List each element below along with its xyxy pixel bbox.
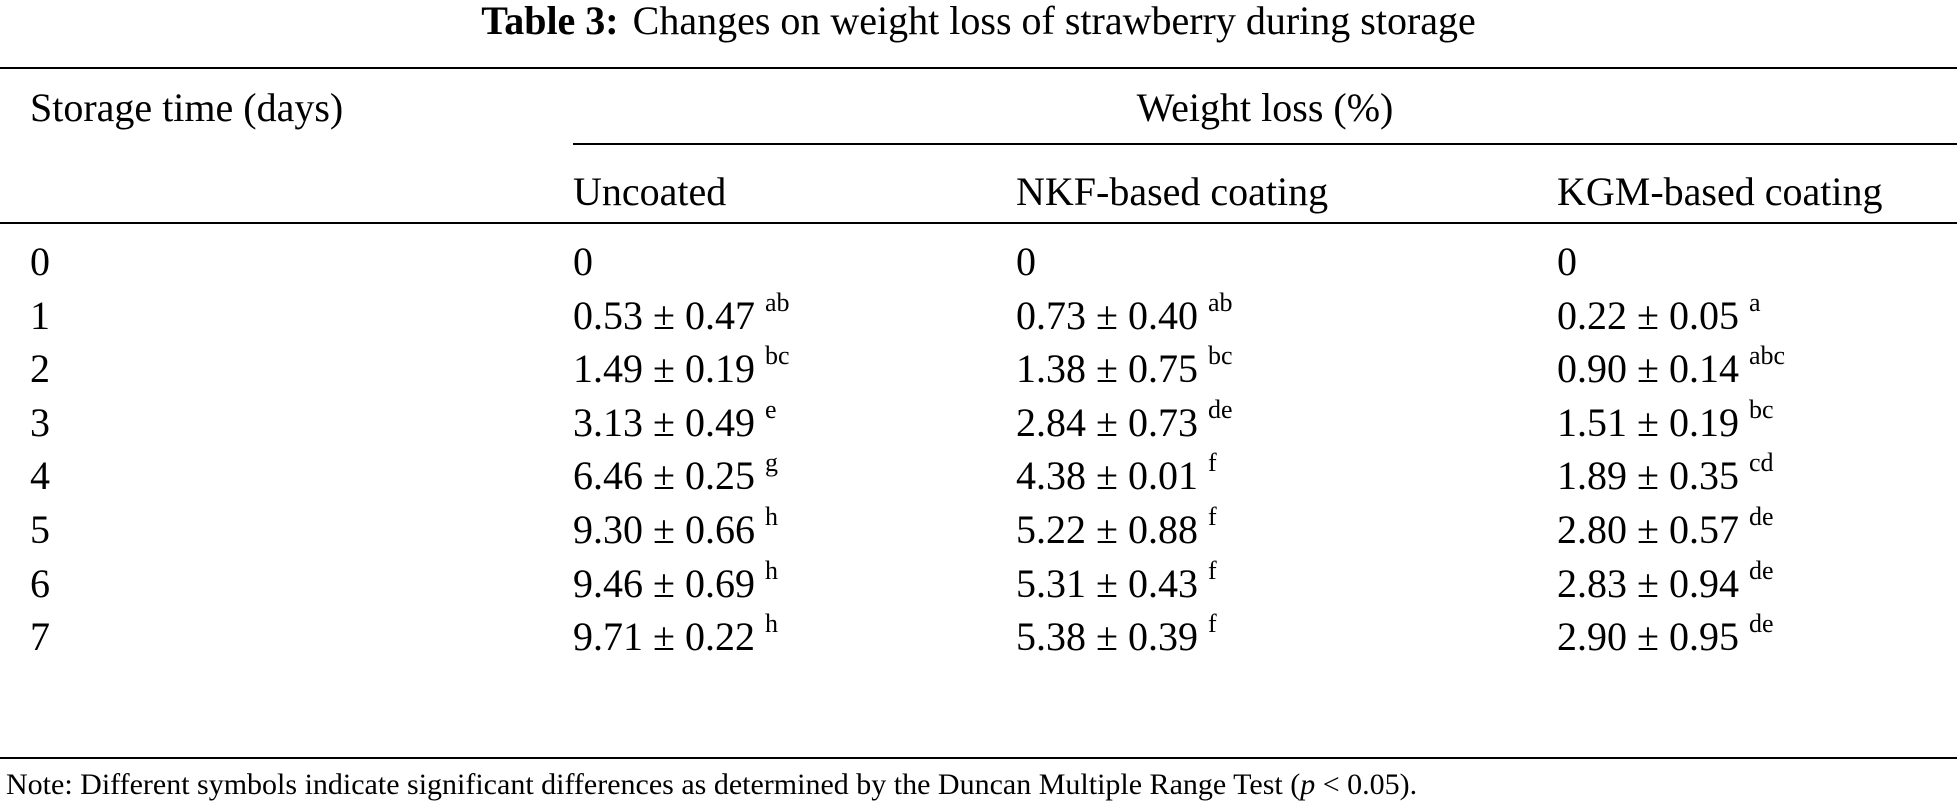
table-title: Changes on weight loss of strawberry dur… (632, 0, 1476, 43)
weight-loss-value: 1.49 ± 0.19 (573, 346, 755, 391)
significance-letter: g (764, 448, 778, 477)
significance-letter: ab (764, 288, 790, 317)
weight-loss-cell-nkf-coating: 5.22 ± 0.88 f (1016, 502, 1217, 557)
significance-letter: de (1207, 395, 1233, 424)
weight-loss-cell-kgm-coating: 1.89 ± 0.35 cd (1557, 448, 1774, 503)
storage-day-cell: 5 (30, 507, 50, 552)
storage-day-cell: 6 (30, 561, 50, 606)
significance-letter: h (764, 609, 778, 638)
weight-loss-value: 2.80 ± 0.57 (1557, 507, 1739, 552)
table-note: Note: Different symbols indicate signifi… (6, 768, 1417, 802)
weight-loss-cell-kgm-coating: 0 (1557, 240, 1577, 284)
significance-letter: h (764, 556, 778, 585)
significance-letter: f (1207, 556, 1217, 585)
weight-loss-value: 0.53 ± 0.47 (573, 293, 755, 338)
weight-loss-cell-nkf-coating: 1.38 ± 0.75 bc (1016, 341, 1233, 396)
significance-letter: a (1748, 288, 1761, 317)
weight-loss-cell-kgm-coating: 1.51 ± 0.19 bc (1557, 395, 1774, 450)
weight-loss-value: 6.46 ± 0.25 (573, 453, 755, 498)
weight-loss-value: 4.38 ± 0.01 (1016, 453, 1198, 498)
weight-loss-cell-kgm-coating: 0.22 ± 0.05 a (1557, 288, 1761, 343)
weight-loss-value: 9.71 ± 0.22 (573, 614, 755, 659)
weight-loss-cell-uncoated: 0.53 ± 0.47 ab (573, 288, 790, 343)
weight-loss-value: 0 (1557, 239, 1577, 284)
weight-loss-value: 5.22 ± 0.88 (1016, 507, 1198, 552)
group-header-rule (573, 143, 1957, 145)
weight-loss-cell-nkf-coating: 5.31 ± 0.43 f (1016, 556, 1217, 611)
significance-letter: h (764, 502, 778, 531)
weight-loss-value: 3.13 ± 0.49 (573, 400, 755, 445)
weight-loss-cell-uncoated: 1.49 ± 0.19 bc (573, 341, 790, 396)
weight-loss-value: 0.73 ± 0.40 (1016, 293, 1198, 338)
significance-letter: f (1207, 448, 1217, 477)
weight-loss-cell-uncoated: 9.71 ± 0.22 h (573, 609, 778, 664)
weight-loss-value: 2.90 ± 0.95 (1557, 614, 1739, 659)
significance-letter: de (1748, 502, 1774, 531)
weight-loss-cell-kgm-coating: 2.83 ± 0.94 de (1557, 556, 1774, 611)
weight-loss-cell-nkf-coating: 2.84 ± 0.73 de (1016, 395, 1233, 450)
weight-loss-cell-kgm-coating: 2.80 ± 0.57 de (1557, 502, 1774, 557)
weight-loss-cell-uncoated: 0 (573, 240, 593, 284)
weight-loss-cell-kgm-coating: 0.90 ± 0.14 abc (1557, 341, 1785, 396)
weight-loss-cell-kgm-coating: 2.90 ± 0.95 de (1557, 609, 1774, 664)
row-header-storage-time: Storage time (days) (30, 85, 344, 130)
weight-loss-cell-uncoated: 6.46 ± 0.25 g (573, 448, 778, 503)
table-label: Table 3: (481, 0, 619, 43)
weight-loss-value: 2.84 ± 0.73 (1016, 400, 1198, 445)
header-rule (0, 222, 1957, 224)
weight-loss-cell-uncoated: 9.46 ± 0.69 h (573, 556, 778, 611)
significance-letter: f (1207, 502, 1217, 531)
weight-loss-value: 0 (1016, 239, 1036, 284)
storage-day-cell: 3 (30, 400, 50, 445)
note-prefix: Note: Different symbols indicate signifi… (6, 768, 1301, 801)
top-rule (0, 67, 1957, 69)
weight-loss-value: 0.90 ± 0.14 (1557, 346, 1739, 391)
significance-letter: bc (1207, 341, 1233, 370)
weight-loss-value: 1.89 ± 0.35 (1557, 453, 1739, 498)
note-suffix: < 0.05). (1315, 768, 1418, 801)
weight-loss-value: 9.46 ± 0.69 (573, 561, 755, 606)
significance-letter: cd (1748, 448, 1774, 477)
weight-loss-value: 9.30 ± 0.66 (573, 507, 755, 552)
storage-day-cell: 1 (30, 293, 50, 338)
significance-letter: de (1748, 609, 1774, 638)
significance-letter: abc (1748, 341, 1786, 370)
significance-letter: bc (1748, 395, 1774, 424)
storage-day-cell: 4 (30, 453, 50, 498)
significance-letter: e (764, 395, 777, 424)
significance-letter: de (1748, 556, 1774, 585)
weight-loss-cell-nkf-coating: 4.38 ± 0.01 f (1016, 448, 1217, 503)
weight-loss-cell-uncoated: 9.30 ± 0.66 h (573, 502, 778, 557)
weight-loss-cell-nkf-coating: 0.73 ± 0.40 ab (1016, 288, 1233, 343)
weight-loss-value: 5.38 ± 0.39 (1016, 614, 1198, 659)
weight-loss-cell-uncoated: 3.13 ± 0.49 e (573, 395, 777, 450)
bottom-rule (0, 757, 1957, 759)
weight-loss-cell-nkf-coating: 5.38 ± 0.39 f (1016, 609, 1217, 664)
table-caption: Table 3: Changes on weight loss of strawb… (0, 0, 1957, 42)
column-header-kgm-coating: KGM-based coating (1557, 169, 1883, 214)
significance-letter: bc (764, 341, 790, 370)
weight-loss-value: 5.31 ± 0.43 (1016, 561, 1198, 606)
weight-loss-value: 1.38 ± 0.75 (1016, 346, 1198, 391)
storage-day-cell: 2 (30, 346, 50, 391)
storage-day-cell: 0 (30, 239, 50, 284)
weight-loss-cell-nkf-coating: 0 (1016, 240, 1036, 284)
weight-loss-value: 0 (573, 239, 593, 284)
significance-letter: f (1207, 609, 1217, 638)
storage-day-cell: 7 (30, 614, 50, 659)
weight-loss-value: 1.51 ± 0.19 (1557, 400, 1739, 445)
column-header-uncoated: Uncoated (573, 169, 727, 214)
column-header-nkf-coating: NKF-based coating (1016, 169, 1329, 214)
weight-loss-value: 2.83 ± 0.94 (1557, 561, 1739, 606)
note-p-symbol: p (1300, 768, 1316, 801)
group-header-weight-loss: Weight loss (%) (1136, 85, 1394, 130)
weight-loss-value: 0.22 ± 0.05 (1557, 293, 1739, 338)
significance-letter: ab (1207, 288, 1233, 317)
